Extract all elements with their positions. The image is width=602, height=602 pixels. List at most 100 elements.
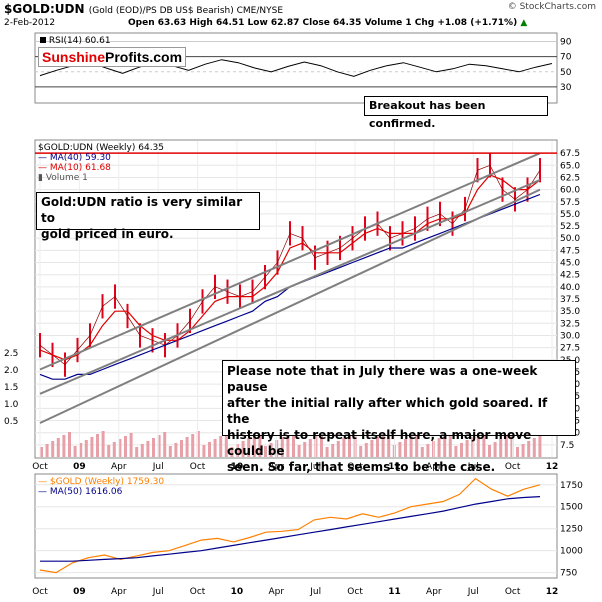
gold-x-tick-label: Jul — [309, 587, 321, 597]
volume-bar — [180, 440, 183, 457]
gold-x-tick-label: 09 — [73, 587, 86, 597]
annotation-similar: Gold:UDN ratio is very similar to gold p… — [36, 192, 260, 241]
volume-bar — [308, 439, 312, 457]
gold-tick-label: 1500 — [560, 503, 583, 513]
volume-bar — [297, 445, 301, 457]
rsi-tick-label: 90 — [560, 38, 572, 48]
sunshine-profits-logo: SunshineProfits.com — [38, 47, 187, 67]
volume-bar — [471, 437, 475, 457]
gold-x-tick-label: Oct — [190, 587, 206, 597]
volume-bar — [364, 443, 368, 457]
volume-bar — [398, 442, 402, 457]
volume-bar — [443, 435, 447, 457]
gold-legend-title-text: $GOLD (Weekly) 1759.30 — [49, 477, 165, 487]
volume-bar — [488, 445, 491, 457]
gold-tick-label: 1750 — [560, 481, 583, 491]
price-tick-label: 32.5 — [560, 319, 580, 329]
gold-x-tick-label: Jul — [152, 587, 164, 597]
price-x-tick-label: Apr — [426, 462, 442, 472]
chart-title: $GOLD:UDN (Gold (EOD)/PS DB US$ Bearish)… — [4, 2, 283, 16]
price-x-tick-label: Oct — [32, 462, 48, 472]
volume-legend-text: Volume 1 — [45, 173, 88, 183]
gold-x-tick-label: Apr — [111, 587, 127, 597]
price-tick-label: 52.5 — [560, 222, 580, 232]
price-x-tick-label: Oct — [190, 462, 206, 472]
volume-bar — [381, 434, 385, 457]
volume-bar — [538, 435, 542, 457]
trendline — [39, 178, 541, 395]
volume-bar — [40, 447, 43, 457]
volume-legend: ▮ Volume 1 — [38, 173, 88, 183]
volume-bar — [241, 441, 245, 457]
price-legend-title-text: $GOLD:UDN (Weekly) 64.35 — [38, 143, 165, 153]
gold-x-tick-label: 10 — [231, 587, 244, 597]
chart-date: 2-Feb-2012 — [4, 18, 56, 28]
volume-bar — [152, 438, 155, 457]
price-x-tick-label: Oct — [347, 462, 363, 472]
price-tick-label: 57.5 — [560, 198, 580, 208]
gold-x-tick-label: 11 — [388, 587, 401, 597]
volume-bar — [376, 437, 379, 457]
price-tick-label: 62.5 — [560, 173, 580, 183]
volume-bar — [342, 438, 346, 457]
volume-tick-label: 1.5 — [4, 383, 18, 393]
annotation-note-line2: after the initial rally after which gold… — [227, 396, 548, 426]
volume-bar — [236, 444, 239, 457]
volume-bar — [163, 432, 167, 457]
volume-bar — [45, 444, 49, 457]
volume-bar — [359, 446, 363, 457]
volume-bar — [62, 435, 66, 457]
price-x-tick-label: 10 — [231, 462, 244, 472]
rsi-tick-label: 30 — [560, 83, 572, 93]
volume-bar — [56, 438, 60, 457]
gold-legend-title: — $GOLD (Weekly) 1759.30 — [38, 477, 165, 487]
price-x-tick-label: Jul — [467, 462, 479, 472]
volume-bar — [219, 436, 223, 457]
volume-bar — [465, 440, 469, 457]
volume-bar — [230, 447, 234, 457]
price-x-tick-label: Apr — [111, 462, 127, 472]
volume-bar — [213, 439, 217, 457]
volume-bar — [96, 434, 99, 457]
price-tick-label: 60.0 — [560, 186, 580, 196]
gold-legend: — $GOLD (Weekly) 1759.30 — MA(50) 1616.0… — [38, 477, 164, 497]
volume-bar — [415, 433, 419, 457]
volume-bar — [51, 441, 55, 457]
price-tick-label: 45.0 — [560, 259, 580, 269]
volume-bar — [118, 439, 122, 457]
volume-bar — [79, 443, 83, 457]
volume-bar — [174, 443, 178, 457]
credit-text: © StockCharts.com — [507, 2, 596, 12]
annotation-note-line1: Please note that in July there was a one… — [227, 364, 538, 394]
volume-bar — [325, 447, 329, 457]
gold-ma-legend: — MA(50) 1616.06 — [38, 487, 123, 497]
annotation-similar-line1: Gold:UDN ratio is very similar to — [41, 195, 243, 225]
volume-bar — [208, 442, 211, 457]
price-x-tick-label: 09 — [73, 462, 86, 472]
volume-bar — [286, 434, 290, 457]
volume-bar — [420, 447, 424, 457]
volume-bar — [202, 445, 206, 457]
ohlc-values: Open 63.63 High 64.51 Low 62.87 Close 64… — [128, 18, 518, 28]
annotation-breakout: Breakout has been confirmed. — [364, 96, 548, 130]
gold-x-tick-label: Apr — [269, 587, 285, 597]
volume-bar — [73, 446, 77, 457]
volume-bar — [157, 435, 161, 457]
volume-bar — [107, 445, 111, 457]
volume-bar — [292, 431, 295, 457]
volume-bar — [331, 444, 335, 457]
volume-bar — [247, 438, 251, 457]
gold-tick-label: 1250 — [560, 525, 583, 535]
volume-bar — [448, 432, 452, 457]
volume-bar — [140, 444, 144, 457]
gold-ma-line — [40, 496, 541, 562]
price-tick-label: 40.0 — [560, 283, 580, 293]
annotation-note: Please note that in July there was a one… — [222, 360, 576, 474]
gold-tick-label: 1000 — [560, 547, 583, 557]
price-tick-label: 50.0 — [560, 234, 580, 244]
volume-bar — [280, 437, 284, 457]
volume-bar — [258, 432, 262, 457]
volume-bar — [129, 433, 133, 457]
gold-x-tick-label: Oct — [505, 587, 521, 597]
